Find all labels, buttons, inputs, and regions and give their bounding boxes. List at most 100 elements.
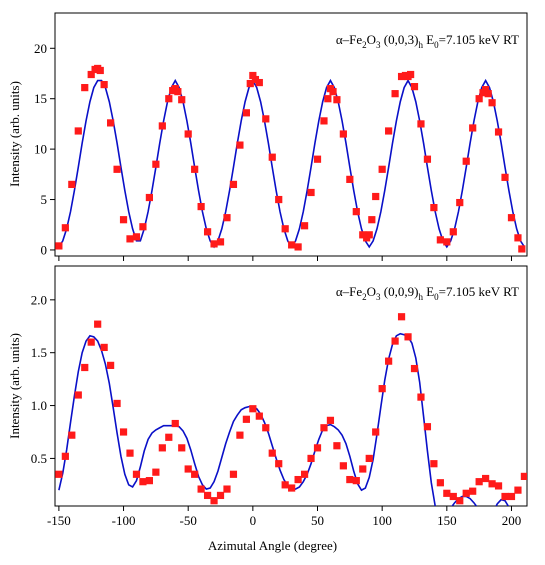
bottom-data-point [229, 470, 238, 478]
top-data-point [229, 180, 238, 189]
top-data-point [165, 95, 173, 103]
bottom-data-point [197, 485, 205, 493]
top-data-point [410, 83, 419, 91]
bottom-x-ticks: -150 -100 -50 0 50 100 150 200 [47, 506, 521, 528]
top-data-point [372, 192, 380, 201]
top-data-point [518, 245, 526, 253]
top-data-point [307, 188, 315, 197]
bottom-data-point [87, 338, 95, 346]
top-data-point [368, 216, 376, 224]
bottom-data-point [178, 444, 186, 452]
bottom-y-axis-label: Intensity (arb. units) [7, 333, 22, 439]
bottom-data-point [520, 472, 527, 480]
bottom-data-point [94, 320, 102, 328]
bottom-data-point [449, 492, 457, 501]
top-data-point [158, 122, 166, 130]
top-data-point [300, 222, 309, 230]
top-data-point [242, 109, 250, 117]
top-data-point [197, 202, 205, 211]
top-data-point [365, 231, 373, 239]
bottom-y-tick-label: 0.5 [31, 451, 47, 466]
bottom-data-point [171, 419, 179, 428]
bottom-data-point [385, 357, 393, 365]
top-data-point [484, 90, 492, 98]
bottom-data-point [210, 497, 218, 505]
top-plot-frame [54, 12, 528, 257]
bottom-data-point [378, 385, 386, 393]
bottom-data-point [320, 424, 328, 432]
bottom-data-point [81, 363, 89, 372]
bottom-data-point [74, 391, 82, 399]
bottom-data-point [475, 478, 483, 486]
top-data-point [81, 84, 89, 92]
bottom-data-point [494, 482, 503, 490]
bottom-data-point [462, 489, 470, 497]
top-data-point [443, 238, 451, 246]
top-data-point [100, 80, 108, 89]
bottom-y-tick-label: 1.0 [31, 398, 47, 413]
top-data-point [126, 235, 134, 243]
bottom-data-point [61, 452, 69, 460]
top-data-point [407, 70, 415, 79]
bottom-data-point [275, 460, 283, 468]
bottom-annotation: α–Fe2O3 (0,0,9)h E0=7.105 keV RT [336, 284, 519, 302]
top-data-point [249, 71, 257, 80]
top-data-point [96, 66, 104, 75]
top-data-point [145, 193, 153, 202]
top-data-point [152, 160, 160, 168]
top-data-point [203, 228, 212, 236]
bottom-data-point [152, 468, 160, 476]
top-data-point [359, 231, 367, 239]
top-data-point [210, 240, 218, 248]
top-data-point [482, 86, 490, 94]
top-data-point [352, 208, 360, 216]
top-y-tick-label: 20 [34, 41, 47, 56]
top-data-point [236, 141, 244, 149]
top-data-point [397, 72, 406, 81]
top-data-point [501, 173, 509, 181]
top-data-point [385, 127, 393, 135]
top-data-point [119, 216, 128, 224]
bottom-data-point [255, 412, 263, 420]
top-x-ticks [58, 256, 512, 261]
bottom-data-point [352, 477, 360, 485]
bottom-data-point [107, 361, 115, 369]
top-y-tick-label: 0 [41, 242, 48, 257]
bottom-data-point [456, 497, 464, 505]
top-data-point [475, 95, 483, 103]
top-data-point [417, 120, 425, 128]
bottom-data-point [417, 393, 425, 401]
top-data-point [223, 214, 231, 222]
bottom-data-point [469, 487, 477, 495]
top-annotation: α–Fe2O3 (0,0,3)h E0=7.105 keV RT [336, 32, 519, 50]
bottom-plot-frame [54, 265, 528, 507]
bottom-data-point [346, 475, 354, 484]
bottom-x-tick-label: -150 [47, 513, 71, 528]
top-data-point [74, 127, 82, 135]
bottom-data-point [100, 343, 108, 352]
bottom-x-tick-label: 100 [372, 513, 392, 528]
top-data-point [313, 155, 322, 163]
bottom-data-points [55, 313, 527, 505]
bottom-data-point [410, 364, 419, 373]
bottom-data-point [165, 433, 173, 441]
bottom-data-point [507, 492, 516, 501]
top-data-point [507, 214, 516, 222]
top-data-point [456, 198, 464, 207]
bottom-data-point [132, 470, 141, 478]
bottom-data-point [326, 416, 335, 424]
top-data-point [61, 224, 69, 232]
x-axis-label: Azimutal Angle (degree) [207, 538, 338, 553]
top-data-point [324, 95, 332, 103]
top-data-point [333, 96, 341, 104]
bottom-data-point [339, 462, 347, 470]
bottom-data-point [501, 492, 509, 501]
bottom-data-point [184, 465, 192, 473]
top-data-point [436, 236, 444, 244]
bottom-data-point [249, 405, 257, 413]
top-data-point [68, 180, 76, 189]
top-data-point [251, 75, 260, 84]
bottom-data-point [145, 477, 153, 485]
bottom-data-point [294, 475, 302, 484]
top-data-point [246, 79, 254, 88]
